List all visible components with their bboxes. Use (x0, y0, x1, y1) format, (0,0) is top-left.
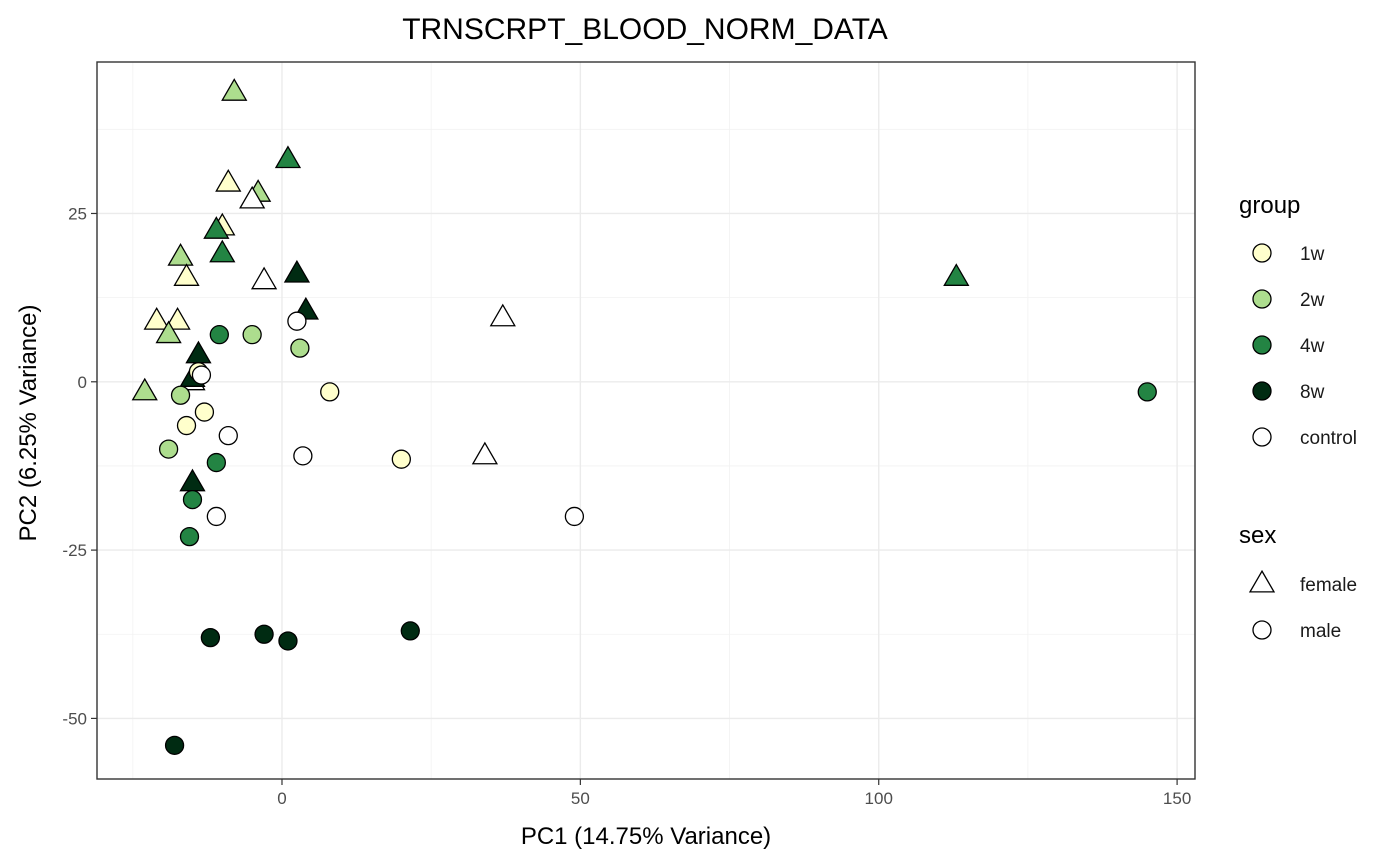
data-point-triangle (250, 266, 278, 290)
legend-key-female (1248, 569, 1276, 593)
data-point-triangle (185, 340, 212, 364)
legend-label-4w: 4w (1300, 336, 1325, 357)
x-axis-title: PC1 (14.75% Variance) (521, 823, 771, 850)
legend-key-2w (1252, 289, 1272, 309)
data-point-triangle (239, 185, 266, 209)
legend-key-8w (1252, 381, 1272, 401)
data-point-circle (290, 338, 310, 358)
legend-key-control (1252, 427, 1272, 447)
legend-title-sex: sex (1239, 522, 1276, 549)
data-point-triangle (943, 263, 970, 286)
data-point-triangle (489, 303, 516, 327)
legend-title-group: group (1239, 192, 1300, 219)
legend-key-4w (1252, 335, 1272, 355)
data-point-circle (170, 385, 191, 405)
y-tick-label: 0 (78, 373, 87, 392)
x-tick-label: 100 (865, 789, 893, 808)
data-point-circle (182, 489, 203, 510)
data-points (131, 78, 1157, 755)
data-point-triangle (471, 441, 499, 465)
chart-title: TRNSCRPT_BLOOD_NORM_DATA (402, 13, 888, 46)
grid-lines (97, 62, 1195, 779)
data-point-circle (179, 526, 200, 547)
data-point-circle (293, 446, 313, 466)
data-point-triangle (215, 168, 242, 192)
legend-label-8w: 8w (1300, 382, 1325, 403)
data-point-circle (242, 325, 262, 345)
data-point-triangle (167, 243, 194, 266)
data-point-triangle (274, 145, 302, 169)
y-tick-label: 25 (68, 204, 87, 223)
legend-label-male: male (1300, 621, 1341, 642)
legend-label-control: control (1300, 428, 1357, 449)
data-point-circle (200, 627, 221, 648)
data-point-circle (194, 402, 215, 422)
data-point-circle (564, 506, 585, 527)
data-point-triangle (155, 320, 182, 344)
legend: group 1w 2w 4w 8w control sex female male (1239, 192, 1357, 642)
legend-key-1w (1252, 243, 1272, 263)
legend-label-female: female (1300, 575, 1357, 596)
data-point-circle (400, 621, 420, 641)
y-tick-label: -50 (62, 709, 87, 728)
data-point-circle (1137, 382, 1157, 402)
data-point-circle (209, 325, 229, 345)
data-point-circle (176, 415, 197, 436)
data-point-circle (158, 439, 179, 459)
data-point-triangle (131, 377, 158, 401)
data-point-circle (391, 449, 411, 469)
x-tick-label: 0 (277, 789, 286, 808)
data-point-triangle (221, 78, 248, 101)
legend-label-1w: 1w (1300, 244, 1325, 265)
data-point-circle (206, 506, 226, 527)
axes: 0 50 100 150 -50 -25 0 25 (62, 204, 1191, 808)
data-point-circle (206, 452, 226, 473)
data-point-triangle (164, 307, 191, 330)
data-point-triangle (143, 307, 170, 330)
y-tick-label: -25 (62, 541, 87, 560)
x-tick-label: 50 (571, 789, 590, 808)
data-point-triangle (209, 239, 236, 263)
data-point-circle (254, 624, 274, 644)
data-point-circle (287, 311, 307, 331)
data-point-triangle (203, 216, 230, 239)
data-point-circle (164, 735, 185, 755)
data-point-triangle (179, 468, 206, 492)
data-point-circle (218, 425, 238, 446)
data-point-circle (320, 382, 340, 402)
data-point-circle (191, 365, 212, 385)
data-point-triangle (173, 263, 200, 286)
legend-key-male (1252, 620, 1272, 640)
y-axis-title: PC2 (6.25% Variance) (15, 305, 42, 542)
x-tick-label: 150 (1163, 789, 1191, 808)
plot-panel-border (96, 61, 1196, 780)
data-point-triangle (283, 259, 311, 283)
data-point-circle (278, 631, 298, 651)
legend-label-2w: 2w (1300, 290, 1325, 311)
